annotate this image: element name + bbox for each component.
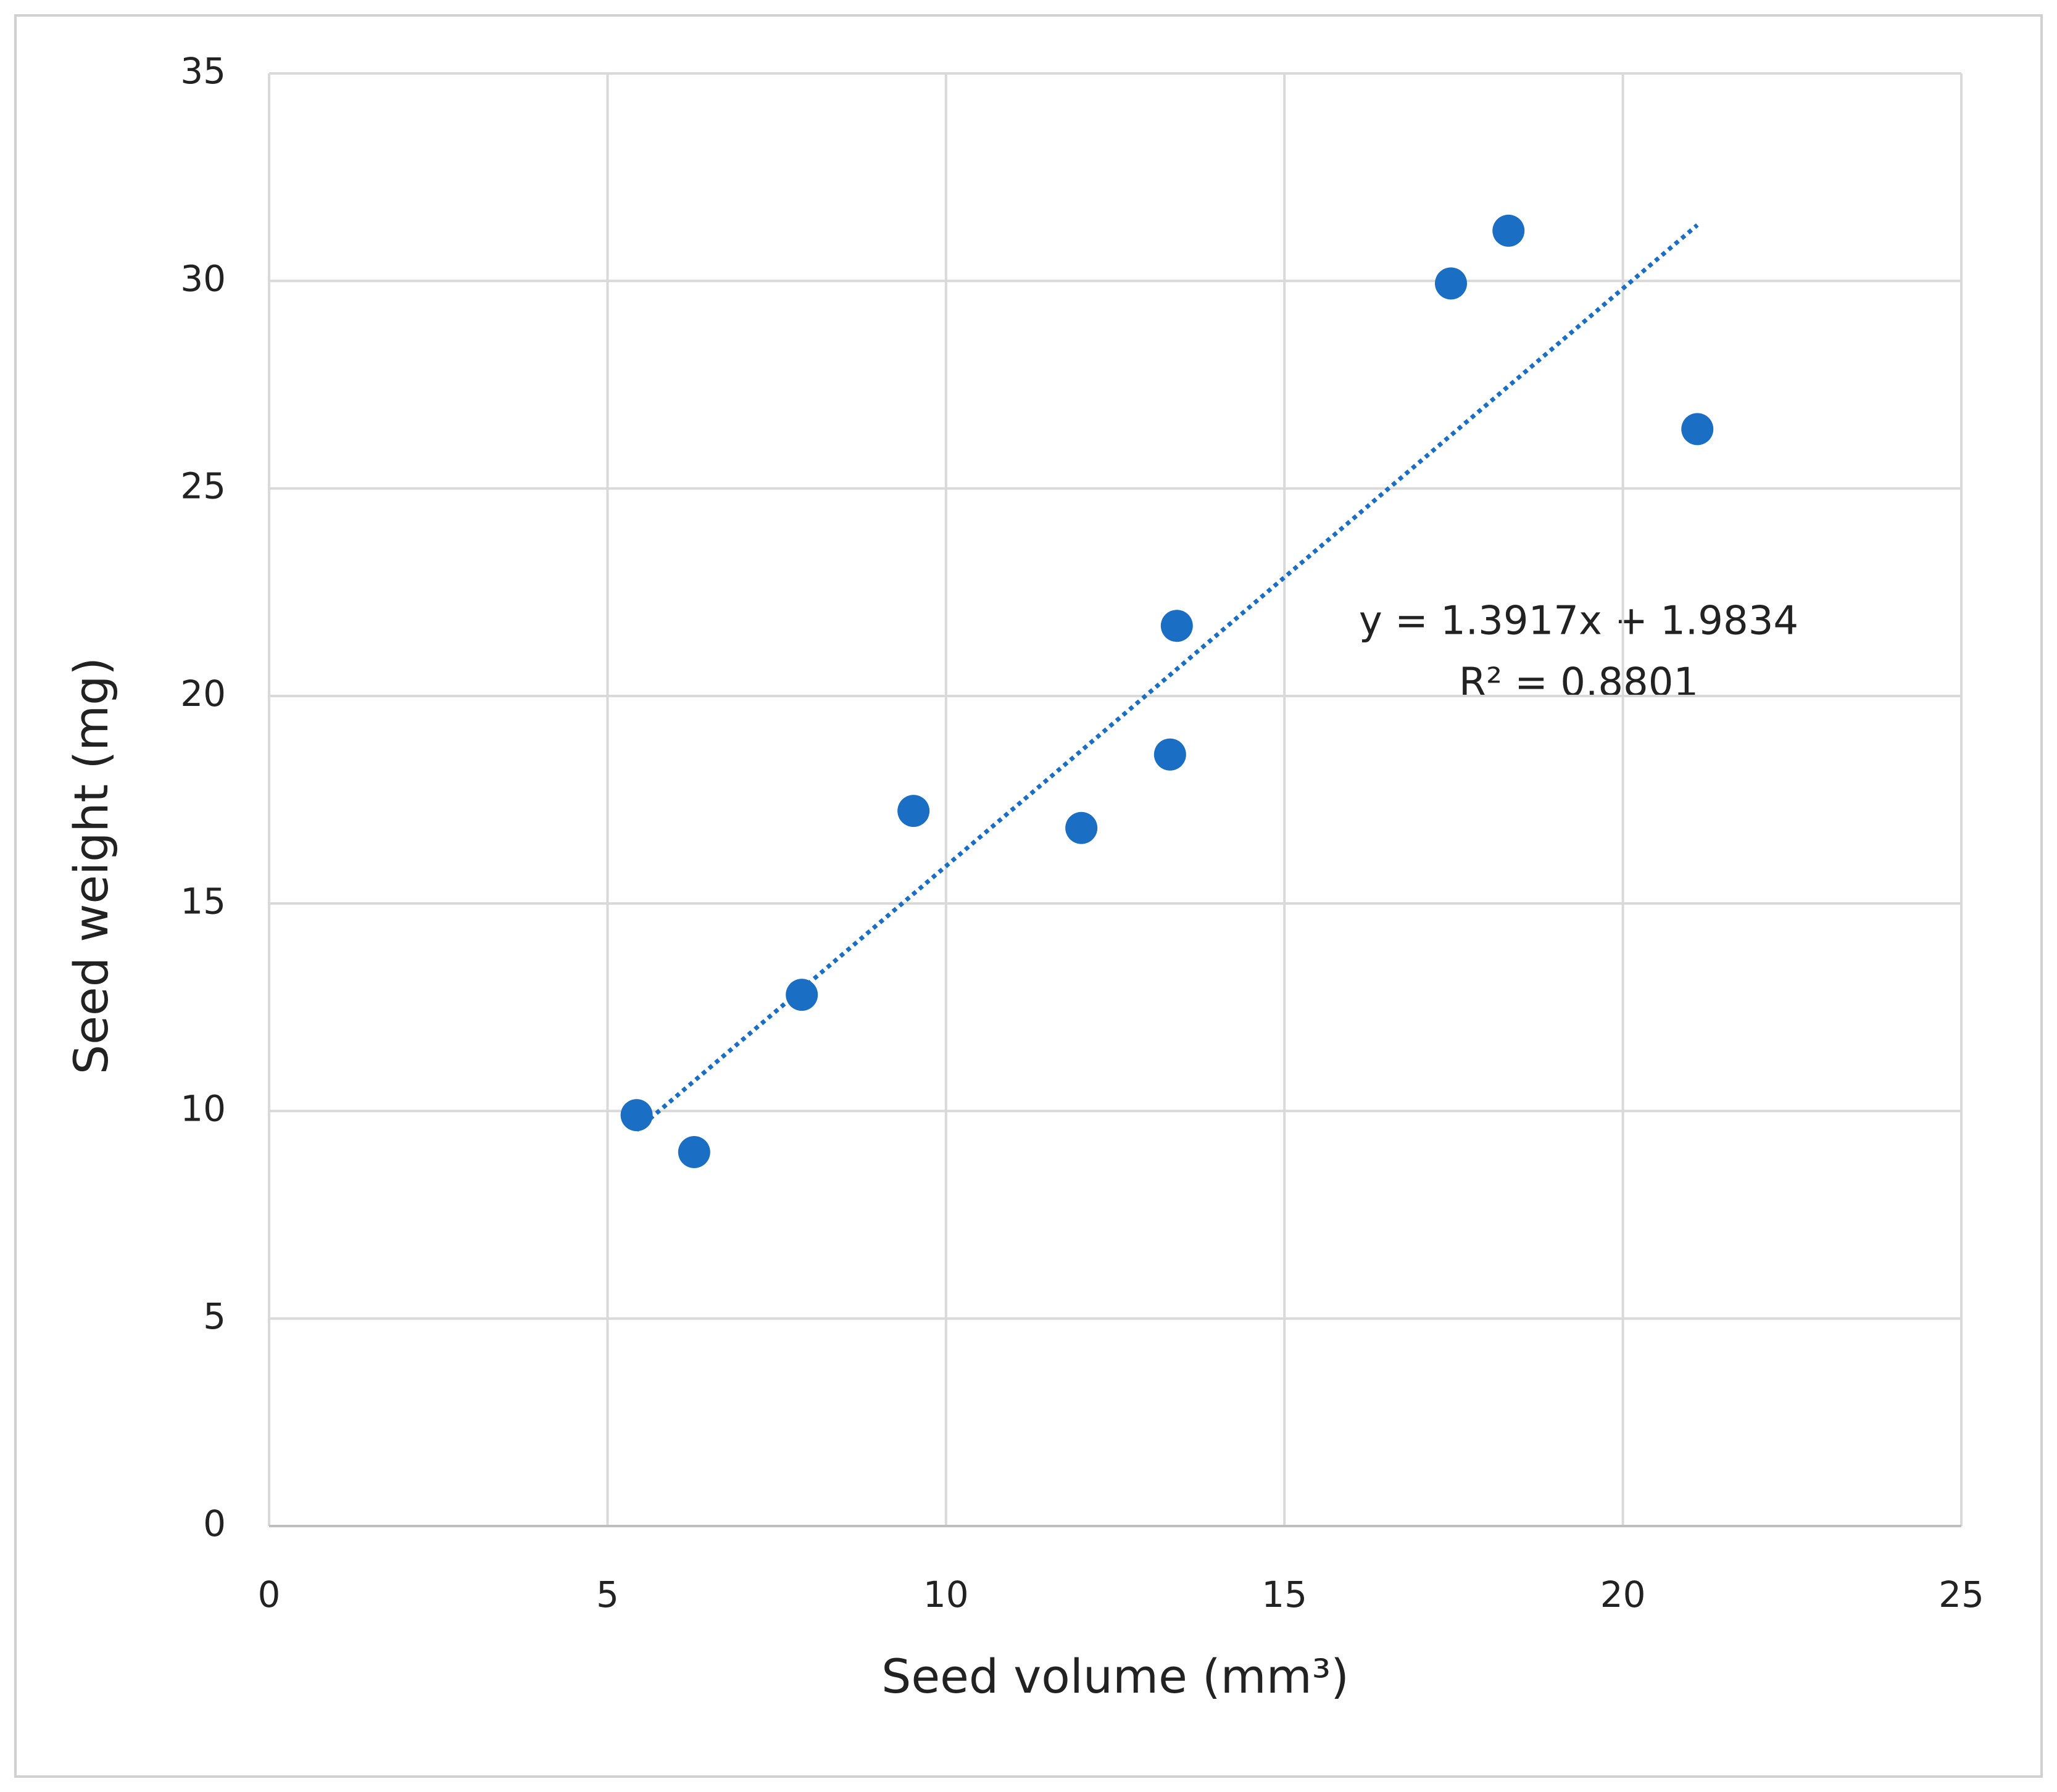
y-tick-label: 10 <box>180 1088 226 1130</box>
data-point <box>1492 214 1525 247</box>
trendline <box>635 223 1699 1132</box>
x-tick-label: 5 <box>596 1574 619 1616</box>
data-point <box>1153 738 1186 771</box>
x-tick-label: 25 <box>1939 1574 1984 1616</box>
data-point <box>1435 267 1468 300</box>
y-tick-label: 20 <box>180 673 226 715</box>
y-tick-label: 30 <box>180 257 226 299</box>
trend-equation: y = 1.3917x + 1.9834 <box>1359 599 1798 644</box>
chart-frame <box>14 14 2043 1778</box>
x-tick-label: 20 <box>1600 1574 1646 1616</box>
y-tick-label: 0 <box>203 1503 226 1545</box>
data-point <box>620 1099 653 1132</box>
x-tick-label: 15 <box>1261 1574 1307 1616</box>
data-point <box>1065 811 1098 844</box>
data-point <box>1160 610 1193 642</box>
data-point <box>897 795 930 828</box>
x-axis-title: Seed volume (mm³) <box>881 1649 1349 1704</box>
y-tick-label: 35 <box>180 50 226 92</box>
y-tick-label: 25 <box>180 465 226 507</box>
data-point <box>786 979 818 1011</box>
y-axis-title: Seed weight (mg) <box>64 657 118 1074</box>
data-point <box>1681 413 1714 446</box>
x-tick-label: 10 <box>923 1574 969 1616</box>
data-point <box>678 1136 710 1169</box>
y-tick-label: 5 <box>203 1295 226 1337</box>
trend-r-squared: R² = 0.8801 <box>1459 660 1698 706</box>
y-tick-label: 15 <box>180 880 226 922</box>
x-tick-label: 0 <box>258 1574 281 1616</box>
